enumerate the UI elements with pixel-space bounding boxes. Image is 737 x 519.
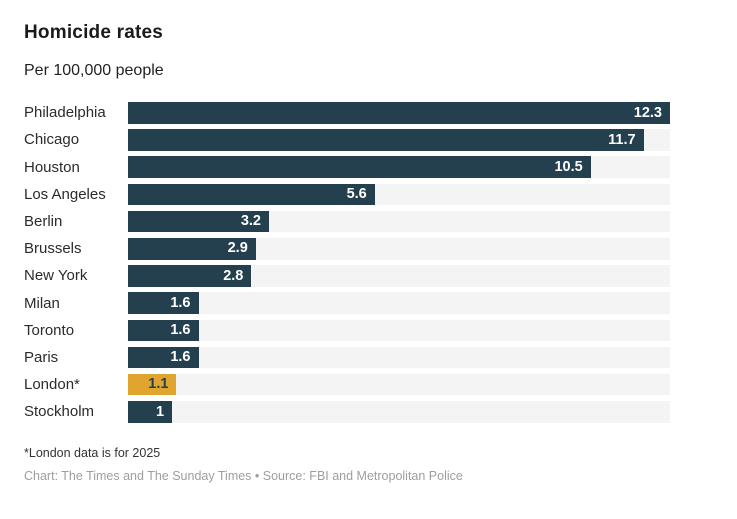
bar-track: 1.6 bbox=[128, 346, 670, 369]
bar: 2.8 bbox=[128, 265, 252, 287]
bar: 1 bbox=[128, 401, 173, 423]
category-label: Philadelphia bbox=[24, 104, 106, 122]
value-label: 5.6 bbox=[346, 186, 367, 203]
bar: 3.2 bbox=[128, 210, 269, 233]
chart-row: Stockholm 1 bbox=[24, 401, 670, 423]
value-label: 1.6 bbox=[170, 349, 191, 366]
value-label: 12.3 bbox=[633, 104, 662, 121]
chart-row: London* 1.1 bbox=[24, 373, 670, 396]
bar-chart: Philadelphia 12.3 Chicago 11.7 Houston 10.5 Lo… bbox=[24, 102, 670, 423]
chart-title: Homicide rates bbox=[24, 22, 164, 43]
category-label: Chicago bbox=[24, 131, 80, 149]
bar: 1.6 bbox=[128, 346, 199, 369]
bar: 11.7 bbox=[128, 129, 644, 151]
chart-row: Houston 10.5 bbox=[24, 156, 670, 178]
chart-source-line: Chart: The Times and The Sunday Times • … bbox=[24, 468, 463, 483]
bar-highlighted: 1.1 bbox=[128, 373, 177, 396]
bar-track: 1 bbox=[128, 401, 670, 423]
chart-row: Berlin 3.2 bbox=[24, 210, 670, 233]
bar-track: 1.1 bbox=[128, 373, 670, 396]
chart-row: Brussels 2.9 bbox=[24, 237, 670, 260]
value-label: 1.1 bbox=[148, 376, 169, 393]
category-label: Berlin bbox=[24, 213, 63, 231]
category-label: London* bbox=[24, 376, 80, 394]
bar-track: 2.9 bbox=[128, 237, 670, 260]
category-label: Stockholm bbox=[24, 403, 95, 421]
bar-track: 11.7 bbox=[128, 129, 670, 151]
category-label: Houston bbox=[24, 158, 80, 176]
bar: 1.6 bbox=[128, 292, 199, 314]
category-label: New York bbox=[24, 267, 88, 285]
value-label: 2.9 bbox=[227, 240, 248, 257]
chart-footnote: *London data is for 2025 bbox=[24, 445, 161, 460]
bar-track: 5.6 bbox=[128, 183, 670, 206]
chart-row: Chicago 11.7 bbox=[24, 129, 670, 151]
category-label: Paris bbox=[24, 348, 59, 366]
chart-row: Los Angeles 5.6 bbox=[24, 183, 670, 206]
category-label: Toronto bbox=[24, 321, 75, 339]
bar-track: 1.6 bbox=[128, 319, 670, 342]
chart-row: Paris 1.6 bbox=[24, 346, 670, 369]
bar: 12.3 bbox=[128, 102, 670, 124]
bar: 5.6 bbox=[128, 183, 375, 206]
bar: 1.6 bbox=[128, 319, 199, 342]
bar-track: 3.2 bbox=[128, 210, 670, 233]
value-label: 10.5 bbox=[554, 158, 583, 175]
chart-row: New York 2.8 bbox=[24, 265, 670, 287]
category-label: Los Angeles bbox=[24, 185, 106, 203]
value-label: 1 bbox=[155, 403, 165, 420]
category-label: Milan bbox=[24, 294, 60, 312]
value-label: 2.8 bbox=[223, 267, 244, 284]
chart-subtitle: Per 100,000 people bbox=[24, 62, 164, 79]
value-label: 11.7 bbox=[608, 131, 636, 148]
bar-track: 1.6 bbox=[128, 292, 670, 314]
chart-row: Milan 1.6 bbox=[24, 292, 670, 314]
bar: 2.9 bbox=[128, 237, 256, 260]
value-label: 1.6 bbox=[170, 294, 191, 311]
bar-track: 10.5 bbox=[128, 156, 670, 178]
bar: 10.5 bbox=[128, 156, 591, 178]
category-label: Brussels bbox=[24, 240, 82, 258]
chart-row: Toronto 1.6 bbox=[24, 319, 670, 342]
value-label: 3.2 bbox=[240, 213, 261, 230]
bar-track: 12.3 bbox=[128, 102, 670, 124]
chart-row: Philadelphia 12.3 bbox=[24, 102, 670, 124]
value-label: 1.6 bbox=[170, 322, 191, 339]
bar-track: 2.8 bbox=[128, 265, 670, 287]
